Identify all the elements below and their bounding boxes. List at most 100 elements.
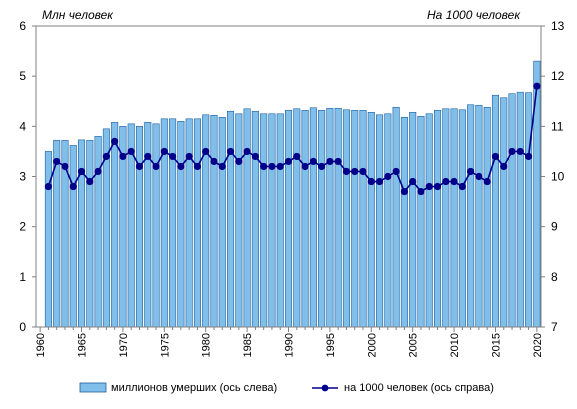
legend: миллионов умерших (ось слева) на 1000 че… [79, 382, 494, 394]
bar-1997 [342, 109, 350, 328]
right-tick-label: 13 [551, 19, 565, 33]
rate-point-2013 [475, 172, 483, 181]
bar-1972 [135, 126, 144, 328]
line-series-rate [44, 82, 541, 196]
rate-point-1970 [119, 152, 127, 161]
legend-line-marker [321, 384, 329, 392]
rate-point-1992 [301, 162, 309, 171]
left-tick-label: 4 [19, 119, 26, 133]
rate-point-2000 [367, 177, 375, 186]
rate-point-1961 [44, 182, 53, 191]
bar-1986 [251, 110, 259, 328]
rate-point-1967 [94, 167, 102, 176]
rate-point-2017 [508, 147, 516, 156]
bar-1990 [284, 109, 293, 328]
rate-point-2006 [417, 187, 425, 196]
rate-point-1972 [135, 162, 144, 171]
rate-point-1974 [152, 162, 160, 171]
rate-point-1971 [127, 147, 135, 156]
legend-bar-swatch [79, 382, 107, 393]
rate-point-1984 [235, 157, 243, 166]
rate-point-1988 [268, 162, 276, 171]
bar-2013 [475, 104, 483, 328]
rate-point-1977 [177, 162, 185, 171]
rate-point-1979 [193, 162, 202, 171]
bar-2011 [458, 109, 466, 328]
bar-series-deaths [44, 60, 541, 328]
rate-point-1962 [53, 157, 61, 166]
bar-2007 [425, 113, 433, 328]
rate-point-1976 [169, 152, 177, 161]
bar-1982 [218, 117, 226, 328]
bar-1983 [227, 110, 235, 328]
rate-point-1990 [284, 157, 293, 166]
rate-point-2004 [400, 187, 408, 196]
bar-2005 [409, 111, 417, 328]
bar-2004 [400, 117, 408, 328]
bar-2019 [525, 92, 533, 328]
rate-point-1980 [202, 147, 210, 156]
rate-point-1989 [276, 162, 284, 171]
right-tick-label: 11 [551, 119, 564, 133]
rate-point-1999 [359, 167, 367, 176]
right-tick-label: 7 [551, 320, 558, 334]
bar-2015 [491, 94, 499, 328]
rate-point-1991 [293, 152, 301, 161]
bar-1996 [334, 107, 342, 328]
legend-label-deaths: миллионов умерших (ось слева) [111, 382, 277, 394]
bar-2008 [433, 109, 442, 328]
rate-point-1985 [243, 147, 251, 156]
rate-point-2011 [458, 182, 466, 191]
rate-point-1981 [210, 157, 218, 166]
x-tick-label: 1980 [201, 333, 213, 357]
left-tick-label: 0 [19, 320, 26, 334]
left-tick-label: 1 [19, 270, 26, 284]
bar-1991 [293, 108, 301, 328]
rate-point-1996 [334, 157, 342, 166]
bar-1969 [111, 122, 119, 328]
rate-point-1983 [226, 147, 235, 156]
rate-point-1969 [111, 137, 119, 145]
rate-point-2020 [533, 82, 541, 90]
rate-point-1994 [318, 162, 326, 171]
bar-2000 [367, 111, 375, 328]
left-tick-label: 3 [19, 170, 26, 184]
rate-point-1975 [160, 147, 168, 156]
rate-point-2007 [425, 182, 433, 191]
left-tick-label: 2 [19, 220, 26, 234]
x-tick-label: 2010 [449, 333, 461, 357]
bar-1980 [202, 114, 210, 328]
rate-point-1963 [61, 162, 69, 171]
rate-point-1973 [144, 152, 152, 161]
rate-point-1968 [102, 152, 110, 161]
x-tick-label: 2005 [408, 333, 420, 357]
rate-point-1987 [260, 162, 268, 171]
right-tick-label: 10 [551, 170, 565, 184]
rate-point-1995 [326, 157, 334, 166]
rate-point-1964 [69, 182, 77, 191]
rate-point-2001 [375, 177, 384, 186]
legend-label-rate: на 1000 человек (ось справа) [344, 382, 494, 394]
rate-point-2016 [500, 162, 508, 171]
rate-point-2014 [483, 177, 491, 186]
x-tick-label: 1995 [325, 333, 337, 357]
right-tick-label: 12 [551, 69, 565, 83]
bar-2001 [376, 114, 384, 328]
bar-1984 [235, 113, 243, 328]
x-tick-label: 1970 [118, 333, 130, 357]
bar-1989 [276, 113, 284, 328]
x-tick-label: 1990 [284, 333, 296, 357]
bar-2017 [508, 93, 516, 328]
bar-1998 [351, 109, 359, 328]
bar-2003 [392, 106, 400, 328]
rate-point-1978 [185, 152, 193, 161]
rate-point-2019 [524, 152, 533, 161]
right-tick-label: 8 [551, 270, 558, 284]
bar-2014 [483, 106, 491, 328]
rate-point-2012 [467, 167, 475, 176]
rate-point-1965 [77, 167, 86, 176]
left-axis-unit: Млн человек [42, 8, 114, 22]
bar-1974 [152, 123, 160, 328]
right-axis-unit: На 1000 человек [427, 8, 521, 22]
